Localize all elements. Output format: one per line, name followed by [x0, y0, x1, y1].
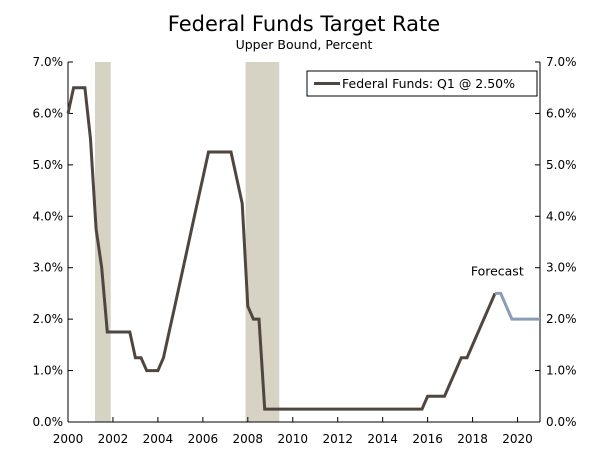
x-tick-label: 2020 — [502, 432, 533, 446]
x-tick-label: 2018 — [457, 432, 488, 446]
x-tick-label: 2002 — [98, 432, 129, 446]
y-tick-label-right: 0.0% — [546, 415, 577, 429]
x-tick-labels: 2000 2002 2004 2006 2008 2010 2012 2014 2016 2018… — [53, 432, 533, 446]
x-tick-label: 2006 — [188, 432, 219, 446]
y-tick-label-left: 5.0% — [33, 158, 64, 172]
y-tick-label-right: 5.0% — [546, 158, 577, 172]
y-tick-label-left: 0.0% — [33, 415, 64, 429]
y-tick-label-right: 1.0% — [546, 364, 577, 378]
series-lines — [66, 86, 540, 411]
y-tick-labels-left: 0.0% 1.0% 2.0% 3.0% 4.0% 5.0% 6.0% 7.0% — [33, 55, 64, 429]
forecast-annotation: Forecast — [471, 263, 524, 278]
y-tick-label-left: 4.0% — [33, 209, 64, 223]
y-tick-label-right: 2.0% — [546, 312, 577, 326]
axes — [67, 61, 541, 423]
chart-title: Federal Funds Target Rate — [168, 12, 440, 36]
x-tick-label: 2004 — [143, 432, 174, 446]
legend-box — [306, 70, 538, 97]
y-tick-label-right: 3.0% — [546, 261, 577, 275]
x-tick-label: 2012 — [322, 432, 353, 446]
y-tick-label-left: 6.0% — [33, 106, 64, 120]
y-tick-label-left: 2.0% — [33, 312, 64, 326]
recession-bands — [94, 62, 280, 422]
series-line-forecast — [495, 291, 540, 321]
y-tick-label-right: 4.0% — [546, 209, 577, 223]
series-line-federal-funds — [66, 86, 497, 411]
x-tick-label: 2014 — [367, 432, 398, 446]
x-tick-label: 2000 — [53, 432, 84, 446]
chart-subtitle: Upper Bound, Percent — [236, 37, 373, 52]
y-tick-labels-right: 0.0% 1.0% 2.0% 3.0% 4.0% 5.0% 6.0% 7.0% — [546, 55, 577, 429]
legend: Federal Funds: Q1 @ 2.50% — [306, 70, 538, 97]
y-tick-label-left: 7.0% — [33, 55, 64, 69]
y-tick-label-left: 3.0% — [33, 261, 64, 275]
x-tick-label: 2010 — [277, 432, 308, 446]
y-tick-label-right: 6.0% — [546, 106, 577, 120]
x-tick-label: 2016 — [412, 432, 443, 446]
y-tick-label-right: 7.0% — [546, 55, 577, 69]
y-tick-label-left: 1.0% — [33, 364, 64, 378]
x-tick-label: 2008 — [233, 432, 264, 446]
legend-label: Federal Funds: Q1 @ 2.50% — [342, 76, 515, 91]
